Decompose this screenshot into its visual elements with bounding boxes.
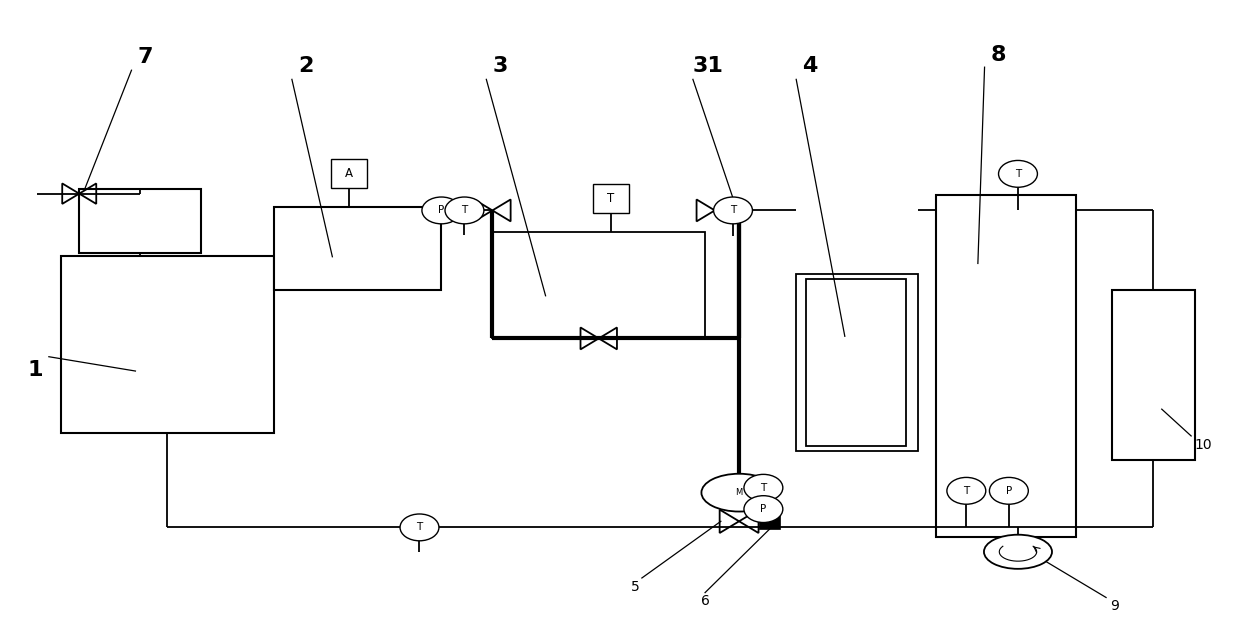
- Text: 1: 1: [27, 360, 42, 380]
- Ellipse shape: [744, 475, 782, 501]
- Bar: [796, 274, 918, 451]
- Bar: [593, 183, 629, 213]
- Ellipse shape: [445, 197, 484, 224]
- Text: T: T: [963, 486, 970, 496]
- Text: T: T: [730, 205, 737, 215]
- Bar: [331, 159, 367, 188]
- Bar: [936, 195, 1075, 537]
- Text: 7: 7: [138, 47, 153, 67]
- Text: 6: 6: [701, 595, 709, 608]
- Bar: [759, 513, 780, 529]
- Bar: [806, 279, 905, 447]
- Ellipse shape: [713, 197, 753, 224]
- Text: 4: 4: [802, 57, 817, 77]
- Bar: [274, 207, 441, 290]
- Text: T: T: [1014, 169, 1021, 179]
- Text: T: T: [461, 205, 467, 215]
- Text: 5: 5: [631, 580, 640, 594]
- Text: T: T: [417, 522, 423, 532]
- Ellipse shape: [947, 478, 986, 504]
- Bar: [492, 232, 706, 338]
- Text: P: P: [760, 504, 766, 514]
- Text: 2: 2: [298, 57, 314, 77]
- Text: M: M: [735, 488, 743, 497]
- Ellipse shape: [990, 478, 1028, 504]
- Circle shape: [985, 535, 1052, 569]
- Text: 10: 10: [1195, 438, 1213, 452]
- Bar: [79, 189, 201, 253]
- Text: P: P: [1006, 486, 1012, 496]
- Ellipse shape: [422, 197, 461, 224]
- Text: A: A: [345, 167, 353, 180]
- Ellipse shape: [998, 160, 1038, 187]
- Text: T: T: [760, 483, 766, 493]
- Circle shape: [702, 474, 776, 511]
- Text: T: T: [608, 192, 615, 205]
- Text: 8: 8: [991, 45, 1006, 65]
- Text: 31: 31: [693, 57, 724, 77]
- Text: P: P: [438, 205, 444, 215]
- Ellipse shape: [401, 514, 439, 541]
- Bar: [1112, 290, 1195, 460]
- Ellipse shape: [744, 496, 782, 522]
- Text: 9: 9: [1110, 600, 1118, 613]
- Bar: [61, 256, 274, 433]
- Text: 3: 3: [492, 57, 507, 77]
